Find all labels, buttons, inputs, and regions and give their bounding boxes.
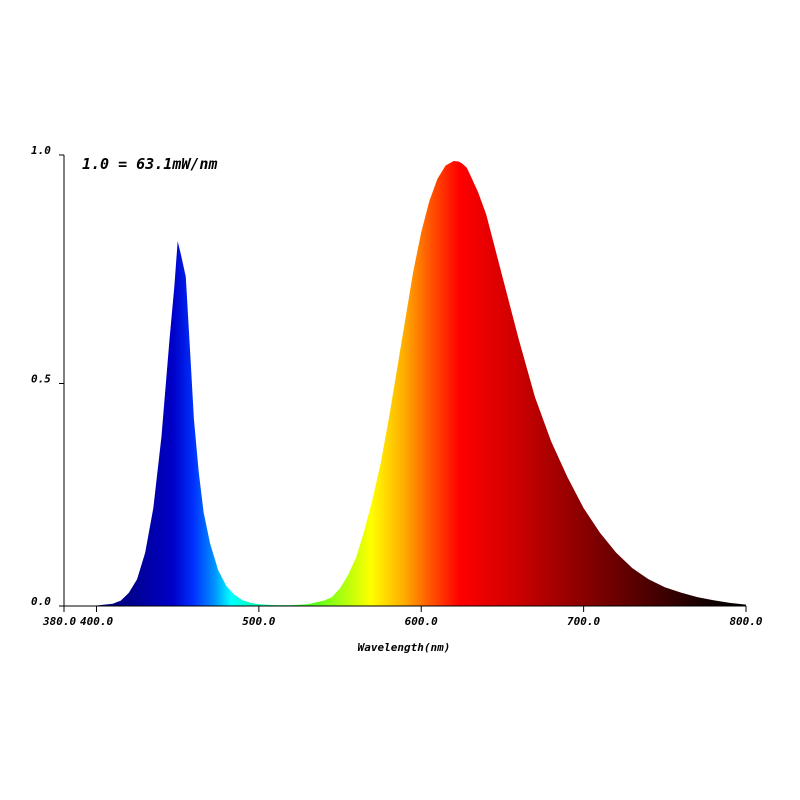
x-tick-group: 380.0 400.0 500.0 600.0 700.0 800.0 (42, 606, 763, 628)
x-tick-label: 500.0 (242, 615, 275, 628)
y-tick-group: 0.0 0.5 1.0 (31, 144, 64, 608)
scale-annotation: 1.0 = 63.1mW/nm (82, 155, 217, 173)
y-tick-label: 0.0 (31, 595, 51, 608)
y-tick-label: 1.0 (31, 144, 51, 157)
chart-axes (63, 155, 746, 607)
x-tick-label: 600.0 (405, 615, 438, 628)
x-tick-label: 800.0 (729, 615, 762, 628)
spectrum-area (64, 161, 746, 606)
x-tick-label: 700.0 (567, 615, 600, 628)
x-tick-label: 400.0 (80, 615, 113, 628)
x-axis-title: Wavelength(nm) (358, 641, 451, 654)
x-tick-label: 380.0 (42, 615, 76, 628)
y-tick-label: 0.5 (31, 373, 51, 386)
spectrum-area-layer (64, 161, 746, 606)
